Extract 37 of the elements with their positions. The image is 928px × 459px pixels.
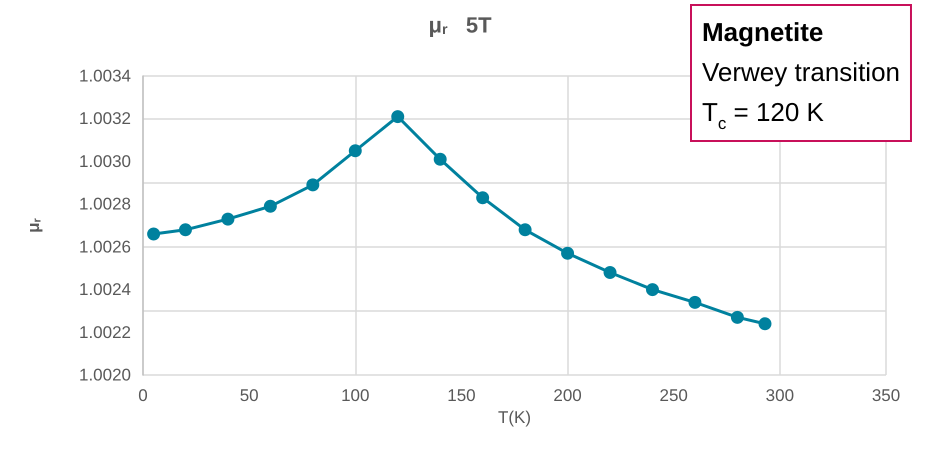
point xyxy=(518,223,532,236)
annotation: Verwey transition xyxy=(702,57,900,87)
text: Magnetite xyxy=(702,17,824,47)
y-tick-label: 1.0034 xyxy=(79,66,131,86)
x-tick-label: 200 xyxy=(553,386,582,405)
y-tick-label: 1.0030 xyxy=(79,152,131,171)
x-tick-label: 300 xyxy=(766,386,794,405)
point xyxy=(434,152,447,166)
point xyxy=(147,228,160,241)
y-tick-label: 1.0024 xyxy=(79,280,131,300)
point xyxy=(476,191,490,204)
x-tick-label: 0 xyxy=(138,386,148,405)
x-tick-label: 50 xyxy=(240,386,259,405)
x-tick-label: 250 xyxy=(660,386,688,405)
y-axis-title: μr xyxy=(24,217,44,233)
chart-title: μr 5T xyxy=(428,12,492,38)
y-tick-label: 1.0032 xyxy=(79,109,131,128)
point xyxy=(604,266,617,279)
x-axis-title: T(K) xyxy=(498,408,532,427)
y-tick-label: 1.0028 xyxy=(79,194,131,214)
point xyxy=(264,200,277,213)
point xyxy=(306,178,320,192)
point xyxy=(348,144,362,158)
point xyxy=(688,296,702,309)
point xyxy=(221,212,234,226)
y-tick-label: 1.0022 xyxy=(79,322,131,342)
point xyxy=(178,223,192,236)
point xyxy=(646,283,659,296)
point xyxy=(561,246,574,260)
point xyxy=(730,310,744,324)
point xyxy=(391,110,404,124)
x-tick-label: 100 xyxy=(341,386,370,405)
y-tick-label: 1.0026 xyxy=(79,237,131,256)
x-tick-label: 150 xyxy=(447,386,476,405)
point xyxy=(758,317,772,330)
x-tick-label: 350 xyxy=(872,386,900,405)
y-tick-label: 1.0020 xyxy=(79,366,131,384)
